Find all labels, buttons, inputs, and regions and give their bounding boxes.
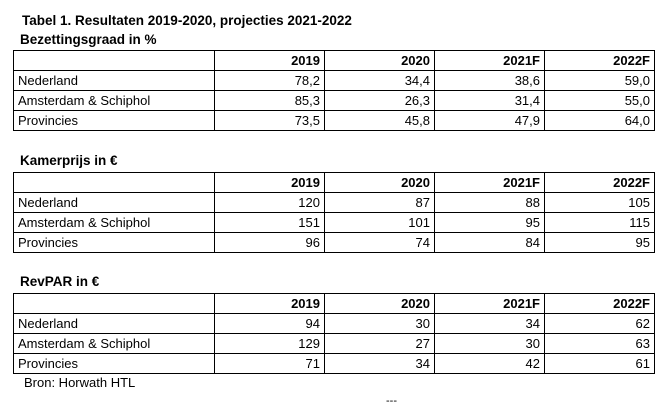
table-cell: 61	[544, 353, 655, 374]
source-note: Bron: Horwath HTL	[24, 375, 136, 390]
table-cell: 30	[434, 333, 545, 354]
column-header: 2022F	[544, 293, 655, 314]
table-cell: 87	[324, 192, 435, 213]
table-cell: 34	[434, 313, 545, 334]
table-cell: 95	[434, 212, 545, 233]
table-cell: 85,3	[214, 90, 325, 111]
column-header: 2021F	[434, 293, 545, 314]
table-cell: 120	[214, 192, 325, 213]
table-cell: 105	[544, 192, 655, 213]
table-cell: 62	[544, 313, 655, 334]
row-label: Provincies	[13, 353, 215, 374]
table-cell: 64,0	[544, 110, 655, 131]
header-empty-cell	[13, 172, 215, 193]
row-label: Nederland	[13, 70, 215, 91]
column-header: 2022F	[544, 172, 655, 193]
table-row: Provincies 73,5 45,8 47,9 64,0	[13, 110, 655, 131]
table-row: Nederland 94 30 34 62	[13, 313, 655, 334]
table-cell: 96	[214, 232, 325, 253]
table-cell: 73,5	[214, 110, 325, 131]
section-title-room-rate: Kamerprijs in €	[20, 153, 118, 168]
table-cell: 26,3	[324, 90, 435, 111]
table-cell: 71	[214, 353, 325, 374]
table-cell: 45,8	[324, 110, 435, 131]
separator-text: ---	[386, 395, 397, 407]
table-header-row: 2019 2020 2021F 2022F	[13, 50, 655, 71]
table-cell: 88	[434, 192, 545, 213]
section-title-revpar: RevPAR in €	[20, 274, 100, 289]
header-empty-cell	[13, 293, 215, 314]
table-row: Provincies 96 74 84 95	[13, 232, 655, 253]
column-header: 2022F	[544, 50, 655, 71]
table-cell: 95	[544, 232, 655, 253]
table-cell: 34	[324, 353, 435, 374]
table-occupancy: 2019 2020 2021F 2022F Nederland 78,2 34,…	[13, 50, 655, 131]
table-cell: 151	[214, 212, 325, 233]
column-header: 2019	[214, 172, 325, 193]
table-cell: 101	[324, 212, 435, 233]
row-label: Nederland	[13, 192, 215, 213]
table-cell: 34,4	[324, 70, 435, 91]
header-empty-cell	[13, 50, 215, 71]
column-header: 2019	[214, 50, 325, 71]
row-label: Amsterdam & Schiphol	[13, 90, 215, 111]
table-cell: 38,6	[434, 70, 545, 91]
column-header: 2020	[324, 172, 435, 193]
table-cell: 47,9	[434, 110, 545, 131]
table-revpar: 2019 2020 2021F 2022F Nederland 94 30 34…	[13, 293, 655, 374]
table-cell: 129	[214, 333, 325, 354]
table-row: Nederland 78,2 34,4 38,6 59,0	[13, 70, 655, 91]
table-cell: 30	[324, 313, 435, 334]
row-label: Provincies	[13, 110, 215, 131]
table-cell: 42	[434, 353, 545, 374]
table-cell: 63	[544, 333, 655, 354]
table-cell: 78,2	[214, 70, 325, 91]
table-cell: 74	[324, 232, 435, 253]
document-title: Tabel 1. Resultaten 2019-2020, projectie…	[22, 13, 352, 28]
table-row: Provincies 71 34 42 61	[13, 353, 655, 374]
row-label: Nederland	[13, 313, 215, 334]
table-header-row: 2019 2020 2021F 2022F	[13, 172, 655, 193]
table-header-row: 2019 2020 2021F 2022F	[13, 293, 655, 314]
table-cell: 94	[214, 313, 325, 334]
table-row: Amsterdam & Schiphol 129 27 30 63	[13, 333, 655, 354]
table-row: Nederland 120 87 88 105	[13, 192, 655, 213]
column-header: 2021F	[434, 50, 545, 71]
table-cell: 31,4	[434, 90, 545, 111]
table-row: Amsterdam & Schiphol 151 101 95 115	[13, 212, 655, 233]
table-room-rate: 2019 2020 2021F 2022F Nederland 120 87 8…	[13, 172, 655, 253]
table-cell: 59,0	[544, 70, 655, 91]
table-row: Amsterdam & Schiphol 85,3 26,3 31,4 55,0	[13, 90, 655, 111]
table-cell: 84	[434, 232, 545, 253]
column-header: 2019	[214, 293, 325, 314]
table-cell: 115	[544, 212, 655, 233]
column-header: 2020	[324, 293, 435, 314]
column-header: 2021F	[434, 172, 545, 193]
row-label: Provincies	[13, 232, 215, 253]
column-header: 2020	[324, 50, 435, 71]
table-cell: 55,0	[544, 90, 655, 111]
row-label: Amsterdam & Schiphol	[13, 212, 215, 233]
table-cell: 27	[324, 333, 435, 354]
row-label: Amsterdam & Schiphol	[13, 333, 215, 354]
section-title-occupancy: Bezettingsgraad in %	[20, 32, 157, 47]
